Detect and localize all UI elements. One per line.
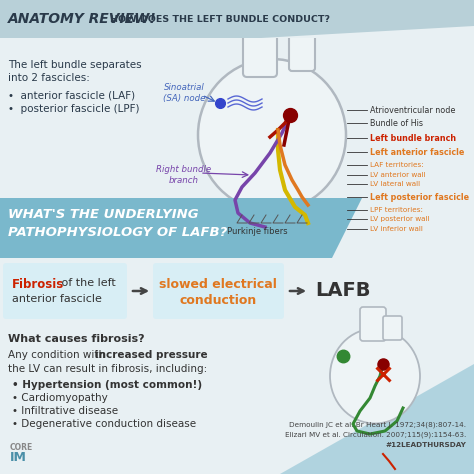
FancyBboxPatch shape	[383, 316, 402, 340]
Text: LV lateral wall: LV lateral wall	[370, 181, 420, 187]
Text: Fibrosis: Fibrosis	[12, 278, 64, 291]
Text: IM: IM	[10, 451, 27, 464]
Text: PATHOPHYSIOLOGY OF LAFB?: PATHOPHYSIOLOGY OF LAFB?	[8, 226, 227, 239]
Text: slowed electrical: slowed electrical	[159, 278, 277, 291]
Text: Left anterior fascicle: Left anterior fascicle	[370, 147, 465, 156]
Ellipse shape	[330, 328, 420, 423]
Text: WHAT'S THE UNDERLYING: WHAT'S THE UNDERLYING	[8, 208, 199, 221]
FancyBboxPatch shape	[3, 263, 127, 319]
Text: Bundle of His: Bundle of His	[370, 118, 423, 128]
Text: What causes fibrosis?: What causes fibrosis?	[8, 334, 145, 344]
Text: • Hypertension (most common!): • Hypertension (most common!)	[12, 380, 202, 390]
Text: the LV can result in fibrosis, including:: the LV can result in fibrosis, including…	[8, 364, 207, 374]
Text: Right bundle
branch: Right bundle branch	[156, 165, 211, 185]
Text: Purkinje fibers: Purkinje fibers	[227, 227, 287, 236]
Text: #12LEADTHURSDAY: #12LEADTHURSDAY	[385, 442, 466, 448]
Text: HOW DOES THE LEFT BUNDLE CONDUCT?: HOW DOES THE LEFT BUNDLE CONDUCT?	[110, 15, 330, 24]
Text: • Cardiomyopathy: • Cardiomyopathy	[12, 393, 108, 403]
Text: increased pressure: increased pressure	[95, 350, 208, 360]
Text: Elizari MV et al. Circulation. 2007;115(9):1154-63.: Elizari MV et al. Circulation. 2007;115(…	[285, 432, 466, 438]
Text: anterior fascicle: anterior fascicle	[12, 294, 102, 304]
Text: • Infiltrative disease: • Infiltrative disease	[12, 406, 118, 416]
Text: Sinoatrial
(SA) node: Sinoatrial (SA) node	[163, 83, 205, 103]
Text: CORE: CORE	[10, 443, 33, 452]
Text: LAF territories:: LAF territories:	[370, 162, 424, 168]
FancyBboxPatch shape	[153, 263, 284, 319]
FancyBboxPatch shape	[289, 35, 315, 71]
Text: The left bundle separates
into 2 fascicles:: The left bundle separates into 2 fascicl…	[8, 60, 142, 83]
Text: ANATOMY REVIEW!: ANATOMY REVIEW!	[8, 12, 157, 26]
Text: conduction: conduction	[179, 294, 256, 307]
FancyBboxPatch shape	[243, 29, 277, 77]
Text: LV anterior wall: LV anterior wall	[370, 172, 426, 178]
Polygon shape	[261, 26, 474, 38]
Text: LAFB: LAFB	[315, 282, 371, 301]
FancyBboxPatch shape	[360, 307, 386, 341]
FancyBboxPatch shape	[0, 258, 474, 474]
Text: Any condition with: Any condition with	[8, 350, 109, 360]
Polygon shape	[332, 198, 362, 258]
FancyBboxPatch shape	[0, 0, 474, 38]
Text: LPF territories:: LPF territories:	[370, 207, 423, 213]
Text: of the left: of the left	[58, 278, 116, 288]
Text: Left bundle branch: Left bundle branch	[370, 134, 456, 143]
Text: Left posterior fascicle: Left posterior fascicle	[370, 192, 469, 201]
FancyBboxPatch shape	[0, 198, 332, 258]
Text: LV inferior wall: LV inferior wall	[370, 226, 423, 232]
Text: • Degenerative conduction disease: • Degenerative conduction disease	[12, 419, 196, 429]
Text: Demoulin JC et al. Br Heart J. 1972;34(8):807-14.: Demoulin JC et al. Br Heart J. 1972;34(8…	[289, 422, 466, 428]
Ellipse shape	[198, 59, 346, 211]
Text: LV posterior wall: LV posterior wall	[370, 216, 429, 222]
Text: Atrioventricular node: Atrioventricular node	[370, 106, 456, 115]
Text: •  anterior fascicle (LAF): • anterior fascicle (LAF)	[8, 90, 135, 100]
Polygon shape	[280, 364, 474, 474]
Text: •  posterior fascicle (LPF): • posterior fascicle (LPF)	[8, 104, 139, 114]
